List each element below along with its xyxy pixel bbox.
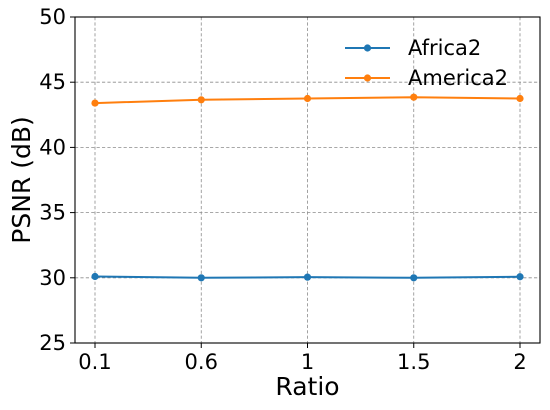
y-tick-label: 35 <box>39 201 66 225</box>
y-tick-label: 40 <box>39 135 66 159</box>
legend-label: America2 <box>408 66 508 90</box>
x-tick-label: 0.6 <box>185 350 218 374</box>
legend-label: Africa2 <box>408 36 481 60</box>
x-axis-ticks: 0.1 0.6 1 1.5 2 <box>78 343 527 374</box>
legend: Africa2 America2 <box>345 36 508 90</box>
y-axis-ticks: 25 30 35 40 45 50 <box>39 5 75 355</box>
data-point <box>91 99 99 107</box>
data-point <box>303 273 312 281</box>
series-africa2 <box>91 272 524 282</box>
series-america2 <box>91 93 524 107</box>
legend-marker <box>363 74 372 82</box>
x-axis-label: Ratio <box>275 372 339 401</box>
y-tick-label: 50 <box>39 5 66 29</box>
x-tick-label: 1.5 <box>397 350 430 374</box>
x-tick-label: 2 <box>513 350 526 374</box>
series-layer <box>91 93 524 282</box>
data-point <box>197 96 205 104</box>
data-point <box>303 94 312 103</box>
y-tick-label: 25 <box>39 331 66 355</box>
y-tick-label: 45 <box>39 70 66 94</box>
data-point <box>516 94 524 103</box>
data-point <box>516 273 524 281</box>
data-point <box>410 93 418 101</box>
y-axis-label: PSNR (dB) <box>7 116 36 244</box>
legend-item: Africa2 <box>345 36 481 60</box>
y-tick-label: 30 <box>39 266 66 290</box>
data-point <box>197 274 205 282</box>
data-point <box>410 274 418 282</box>
x-tick-label: 0.1 <box>78 350 111 374</box>
x-tick-label: 1 <box>301 350 314 374</box>
legend-marker <box>363 44 372 52</box>
legend-item: America2 <box>345 66 508 90</box>
data-point <box>91 272 99 281</box>
